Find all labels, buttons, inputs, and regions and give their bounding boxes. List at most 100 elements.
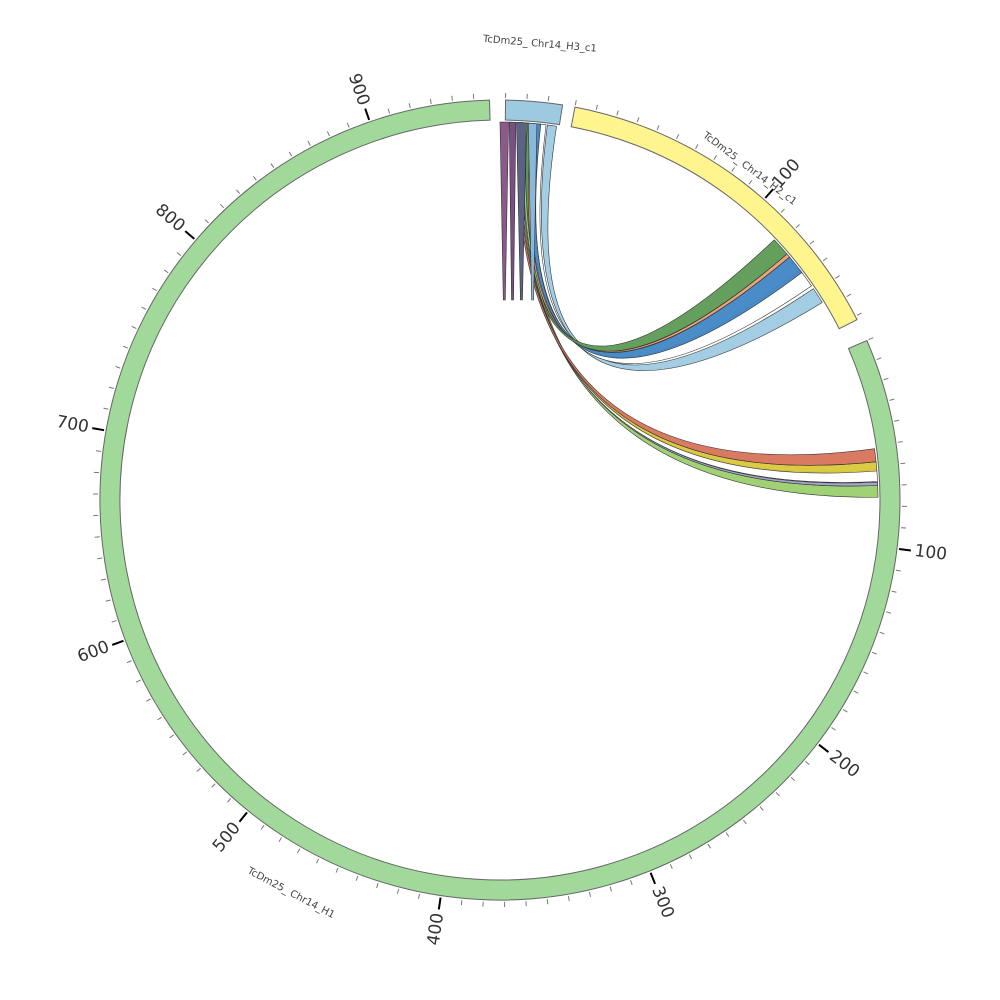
tick-mark [92,427,105,432]
segment-arc [99,99,901,901]
tick-mark [100,578,106,581]
tick-mark [408,103,411,109]
tick-label: 100 [913,541,948,565]
tick-mark [574,100,577,106]
tick-mark [335,867,339,873]
tick-mark [775,791,780,797]
tick-mark [95,450,102,452]
tick-mark [176,252,182,256]
tick-mark [326,131,330,137]
tick-mark [163,269,169,274]
tick-mark [387,108,391,114]
tick-mark [111,620,117,623]
tick-mark [616,110,619,116]
tick-mark [252,175,257,181]
tick-mark [695,144,699,149]
tick-mark [835,275,840,279]
link-stub [508,121,517,301]
tick-mark [748,180,753,185]
tick-mark [842,709,848,713]
tick-mark [805,760,810,765]
tick-mark [184,230,195,240]
tick-mark [451,95,453,101]
tick-mark [418,893,421,899]
segment-label: TcDm25_ Chr14_H3_c1 [482,34,598,55]
tick-mark [211,783,216,788]
tick-mark [876,357,882,361]
tick-mark [795,224,800,229]
tick-label: 600 [75,637,112,667]
tick-mark [182,751,188,756]
tick-mark [146,698,151,702]
tick-mark [546,899,549,905]
tick-mark [790,776,796,782]
tick-mark [131,325,137,329]
tick-label: 400 [424,912,449,947]
tick-mark [742,819,747,825]
tick-mark [111,639,124,646]
segment-arc [504,99,564,126]
segment-arc [570,106,858,330]
tick-label: 900 [344,71,373,108]
tick-mark [376,882,379,888]
tick-mark [115,366,121,369]
tick-mark [609,886,612,892]
tick-mark [126,660,132,664]
tick-mark [669,863,673,869]
tick-mark [288,151,293,157]
tick-mark [897,441,903,443]
tick-mark [831,726,836,731]
tick-mark [636,117,640,123]
tick-mark [707,843,711,849]
tick-mark [891,590,897,593]
tick-mark [588,891,592,897]
tick-mark [141,306,147,310]
link-stub [516,122,527,301]
tick-mark [157,716,162,721]
tick-mark [879,631,885,635]
tick-label: 800 [151,200,189,236]
tick-mark [868,337,874,341]
tick-mark [853,690,859,694]
tick-mark [809,240,815,245]
tick-label: 200 [825,746,863,782]
tick-mark [567,896,570,902]
tick-mark [108,386,114,389]
tick-mark [883,377,889,381]
tick-label: 500 [209,818,245,856]
tick-mark [895,569,901,572]
link-stub [499,121,509,301]
tick-mark [355,875,359,881]
tick-mark [547,95,550,101]
tick-mark [656,125,660,131]
link-stub [528,122,538,301]
segment-label: TcDm25_ Chr14_H1 [244,865,336,921]
tick-mark [856,312,862,316]
tick-mark [364,108,371,121]
tick-mark [307,140,311,146]
tick-mark [316,858,320,864]
tick-mark [219,203,225,209]
tick-mark [871,651,877,655]
tick-mark [296,848,301,854]
tick-mark [105,599,111,602]
tick-mark [429,98,432,105]
tick-mark [103,407,109,410]
tick-mark [725,832,730,837]
tick-mark [822,257,828,262]
tick-mark [846,293,852,298]
link-ribbon [517,122,877,466]
tick-mark [898,547,912,552]
tick-mark [764,188,774,199]
tick-mark [889,398,895,401]
tick-mark [270,163,275,168]
tick-mark [863,671,869,675]
tick-mark [236,189,241,194]
tick-mark [204,219,209,224]
tick-label: 300 [647,884,678,922]
tick-mark [396,888,400,894]
tick-mark [135,679,141,683]
tick-mark [780,208,785,213]
tick-mark [885,611,892,614]
tick-mark [152,287,157,292]
